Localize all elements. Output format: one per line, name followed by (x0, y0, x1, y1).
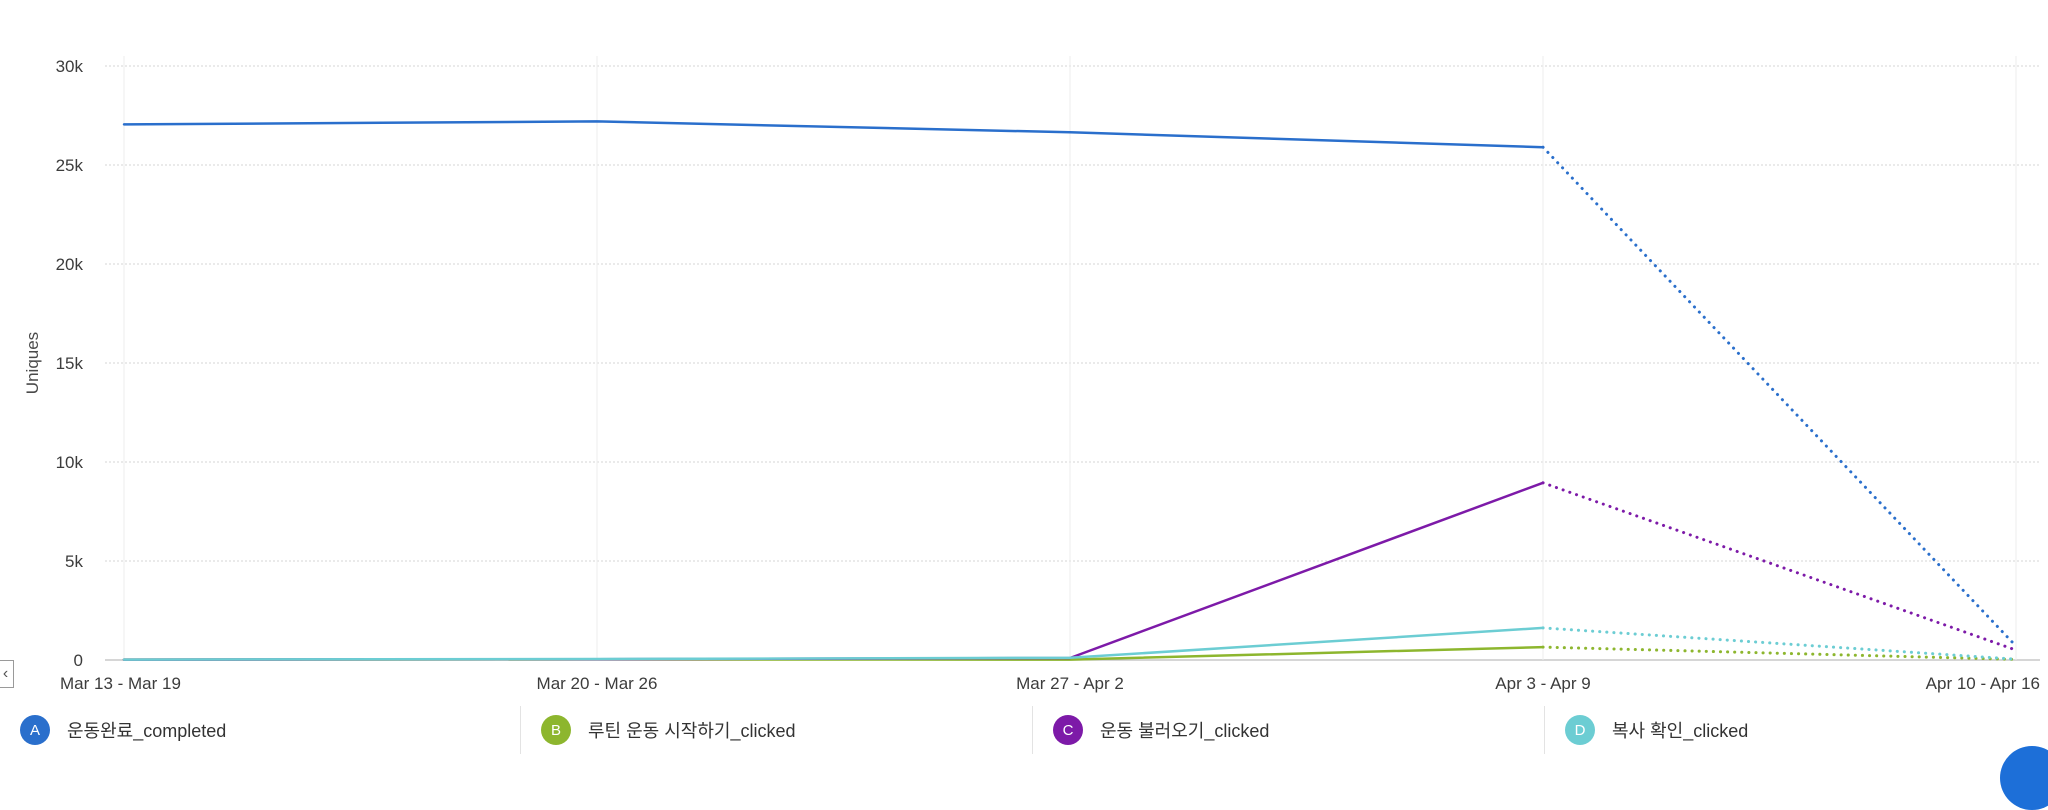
y-tick-label: 15k (56, 354, 84, 373)
series-lines (122, 120, 2018, 661)
y-tick-label: 0 (74, 651, 83, 670)
series-line-incomplete-d (1541, 626, 2018, 661)
legend-badge-c: C (1053, 715, 1083, 745)
legend-badge-b: B (541, 715, 571, 745)
x-axis-ticks: Mar 13 - Mar 19 Mar 20 - Mar 26 Mar 27 - A… (60, 674, 2040, 693)
series-line-d (122, 626, 1545, 661)
collapse-panel-handle[interactable]: ‹ (0, 660, 14, 688)
chevron-left-icon: ‹ (2, 665, 9, 682)
x-tick-label: Mar 13 - Mar 19 (60, 674, 181, 693)
series-line-incomplete-a (1541, 145, 2018, 648)
legend-label-c: 운동 불러오기_clicked (1100, 721, 1270, 741)
legend-label-d: 복사 확인_clicked (1612, 721, 1749, 741)
y-tick-label: 25k (56, 156, 84, 175)
gridlines (105, 56, 2040, 661)
legend-badge-d: D (1565, 715, 1595, 745)
x-tick-label: Mar 27 - Apr 2 (1016, 674, 1124, 693)
legend-item-d[interactable]: D 복사 확인_clicked (1544, 706, 2048, 754)
help-chat-button[interactable] (2000, 746, 2048, 810)
legend-label-a: 운동완료_completed (67, 721, 227, 741)
y-tick-label: 5k (65, 552, 83, 571)
series-line-a (122, 120, 1545, 149)
y-tick-label: 10k (56, 453, 84, 472)
series-line-incomplete-b (1541, 645, 2018, 661)
x-tick-label: Mar 20 - Mar 26 (537, 674, 658, 693)
legend-badge-a: A (20, 715, 50, 745)
y-tick-label: 20k (56, 255, 84, 274)
legend-item-c[interactable]: C 운동 불러오기_clicked (1032, 706, 1544, 754)
legend-label-b: 루틴 운동 시작하기_clicked (588, 721, 796, 741)
y-axis-title: Uniques (23, 332, 42, 394)
legend-item-a[interactable]: A 운동완료_completed (0, 706, 520, 754)
series-line-incomplete-c (1541, 481, 2018, 652)
series-line-c (122, 481, 1545, 661)
y-axis-ticks: 0 5k 10k 15k 20k 25k 30k (56, 57, 84, 670)
x-tick-label: Apr 3 - Apr 9 (1495, 674, 1590, 693)
legend-item-b[interactable]: B 루틴 운동 시작하기_clicked (520, 706, 1032, 754)
line-chart: 0 5k 10k 15k 20k 25k 30k Mar 13 - Mar 19 Mar 20… (23, 56, 2040, 693)
x-tick-label: Apr 10 - Apr 16 (1926, 674, 2040, 693)
y-tick-label: 30k (56, 57, 84, 76)
legend: A 운동완료_completed B 루틴 운동 시작하기_clicked C … (0, 706, 2048, 754)
